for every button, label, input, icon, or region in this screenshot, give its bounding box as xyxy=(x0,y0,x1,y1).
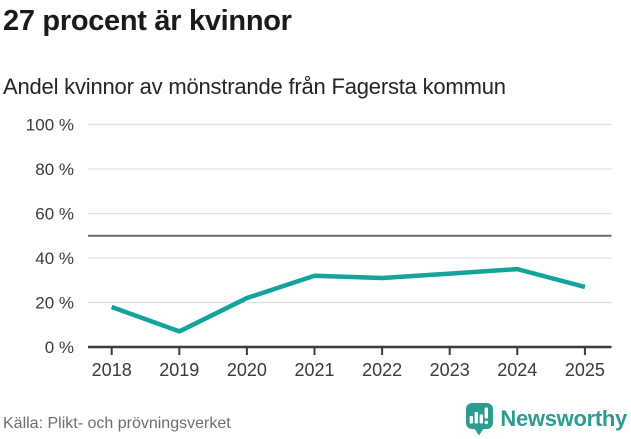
y-tick-label: 20 % xyxy=(35,294,74,313)
page-title: 27 procent är kvinnor xyxy=(3,5,292,37)
newsworthy-wordmark: Newsworthy xyxy=(500,406,627,431)
data-line xyxy=(110,266,586,334)
x-tick-label: 2018 xyxy=(92,360,132,380)
y-tick-label: 0 % xyxy=(45,338,74,357)
x-tick-label: 2023 xyxy=(430,360,470,380)
chart-canvas: 0 % 20 % 40 % 60 % 80 % 100 % 2018 2019 2020 2021… xyxy=(26,116,612,380)
x-tick-label: 2022 xyxy=(362,360,402,380)
source-note: Källa: Plikt- och prövningsverket xyxy=(3,415,231,432)
x-tick-label: 2021 xyxy=(294,360,334,380)
x-tick-label: 2019 xyxy=(159,360,199,380)
x-tick-label: 2024 xyxy=(497,360,537,380)
y-tick-label: 40 % xyxy=(35,249,74,268)
newsworthy-logo: Newsworthy xyxy=(465,402,627,436)
chart-subtitle: Andel kvinnor av mönstrande från Fagerst… xyxy=(3,74,506,99)
line-chart: 0 % 20 % 40 % 60 % 80 % 100 % 2018 2019 2020 2021… xyxy=(0,112,631,392)
x-tick-label: 2020 xyxy=(227,360,267,380)
y-tick-label: 80 % xyxy=(35,160,74,179)
y-tick-label: 100 % xyxy=(26,116,74,135)
y-tick-label: 60 % xyxy=(35,205,74,224)
newsworthy-icon xyxy=(466,403,494,436)
x-tick-label: 2025 xyxy=(565,360,605,380)
